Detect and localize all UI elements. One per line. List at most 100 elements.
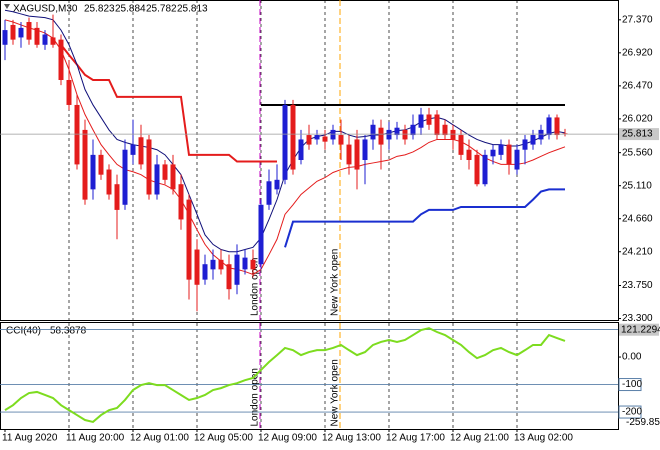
y-tick-label: -100	[622, 379, 642, 390]
candle-body	[290, 104, 296, 170]
candle-body	[474, 154, 480, 185]
x-tick-label: 12 Aug 17:00	[386, 433, 445, 444]
ohlc-low: 25.782	[146, 4, 177, 15]
candle-body	[90, 154, 96, 190]
y-tick-label: 24.210	[622, 246, 653, 257]
symbol: XAGUSD,M30	[13, 4, 78, 15]
candle-body	[202, 264, 208, 280]
candle-body	[154, 164, 160, 195]
candle-body	[546, 117, 552, 136]
candle-body	[82, 129, 88, 200]
last-price-label: 25.813	[622, 129, 653, 140]
candle-body	[114, 184, 120, 210]
candle-body	[50, 37, 56, 45]
session-label: London open	[250, 368, 261, 426]
candle-body	[186, 199, 192, 280]
symbol-icon	[4, 4, 10, 9]
y-tick-label: 27.370	[622, 14, 653, 25]
candle-body	[138, 137, 144, 165]
y-tick-label: 23.300	[622, 313, 653, 324]
y-tick-label: 26.920	[622, 47, 653, 58]
candle-body	[530, 135, 536, 145]
candle-body	[338, 135, 344, 145]
candle-body	[26, 22, 32, 40]
ohlc-close: 25.813	[177, 4, 208, 15]
y-max-label: 121.2294	[621, 324, 660, 335]
y-min-label: -259.852	[626, 417, 660, 428]
candle-body	[370, 124, 376, 140]
candle-body	[450, 129, 456, 140]
candle-body	[162, 164, 168, 180]
candle-body	[66, 80, 72, 105]
candle-body	[18, 27, 24, 38]
candle-body	[514, 149, 520, 170]
candle-body	[458, 135, 464, 155]
candle-body	[362, 139, 368, 160]
candle-body	[58, 39, 64, 80]
candle-body	[434, 114, 440, 136]
x-tick-label: 12 Aug 01:00	[130, 433, 189, 444]
candle-body	[10, 24, 16, 40]
candle-body	[498, 144, 504, 155]
session-label: London open	[250, 258, 261, 316]
candle-body	[482, 154, 488, 185]
candle-body	[234, 254, 240, 285]
x-tick-label: 12 Aug 13:00	[322, 433, 381, 444]
candle-body	[210, 259, 216, 270]
cci-line	[4, 327, 566, 424]
last-price-box	[619, 128, 659, 141]
candle-body	[490, 149, 496, 157]
candle-body	[258, 204, 264, 265]
candle-body	[402, 129, 408, 140]
candle-body	[426, 114, 432, 125]
y-tick-label: 26.020	[622, 114, 653, 125]
candle-body	[146, 139, 152, 195]
candle-body	[346, 144, 352, 165]
candle-body	[242, 257, 248, 270]
candle-body	[130, 144, 136, 155]
indicator-line	[60, 44, 277, 163]
cci-title: CCI(40)	[6, 326, 41, 337]
candle-body	[386, 129, 392, 140]
candle-body	[98, 154, 104, 175]
candle-body	[418, 114, 424, 128]
candle-body	[274, 179, 280, 190]
candle-body	[442, 124, 448, 136]
x-tick-label: 12 Aug 09:00	[258, 433, 317, 444]
candle-body	[282, 104, 288, 180]
candle-body	[538, 129, 544, 140]
candle-body	[314, 135, 320, 140]
candle-body	[306, 135, 312, 145]
indicator-line	[4, 19, 566, 276]
candle-body	[42, 34, 48, 45]
y-tick-box	[618, 405, 642, 419]
candle-body	[170, 164, 176, 190]
candle-body	[554, 117, 560, 136]
y-max-box	[619, 323, 659, 336]
candle-body	[330, 129, 336, 140]
candle-body	[122, 149, 128, 205]
x-tick-label: 11 Aug 2020	[2, 433, 58, 444]
candle-body	[250, 259, 256, 270]
candle-body	[322, 136, 328, 142]
candle-body	[74, 104, 80, 165]
candle-body	[106, 169, 112, 195]
candle-body	[2, 30, 8, 45]
candle-body	[522, 139, 528, 150]
session-label: New York open	[330, 359, 341, 426]
cci-value: 58.3878	[50, 326, 87, 337]
candle-body	[218, 259, 224, 270]
indicator-line	[284, 188, 565, 248]
candle-body	[410, 124, 416, 136]
x-tick-label: 12 Aug 05:00	[194, 433, 253, 444]
price-panel	[0, 0, 619, 321]
candle-body	[506, 144, 512, 165]
x-tick-label: 13 Aug 02:00	[514, 433, 573, 444]
y-tick-label: 25.110	[622, 180, 652, 191]
candle-body	[466, 149, 472, 160]
y-tick-label: 24.660	[622, 213, 653, 224]
candle-body	[34, 27, 40, 45]
candle-body	[298, 139, 304, 160]
candle-body	[266, 181, 272, 205]
